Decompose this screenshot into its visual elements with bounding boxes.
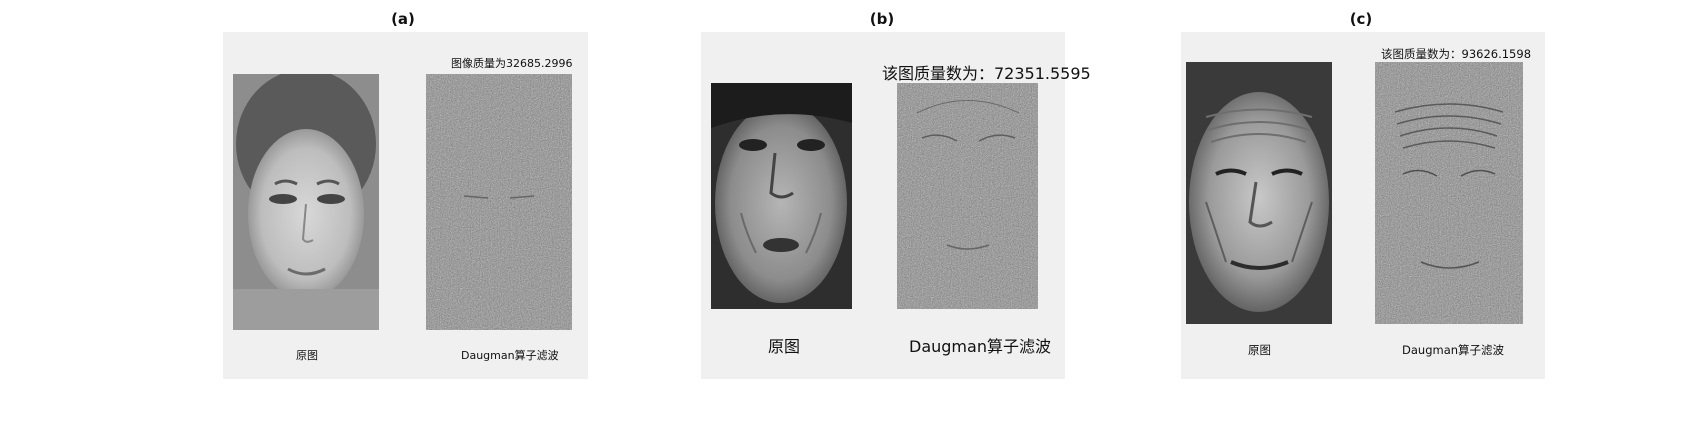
panel-b-left-caption: 原图 [768, 337, 801, 356]
panel-c-filtered-image [1375, 62, 1523, 324]
panel-c-title: (c) [1349, 10, 1373, 28]
panel-b-quality-text: 该图质量数为：72351.5595 [882, 64, 1091, 83]
panel-a-original-image [233, 74, 379, 330]
panel-c-original-image [1186, 62, 1332, 324]
panel-a-quality-text: 图像质量为32685.2996 [451, 57, 573, 70]
panel-a-right-caption: Daugman算子滤波 [461, 349, 559, 362]
panel-b-filtered-image [897, 83, 1038, 309]
panel-a-filtered-image [426, 74, 572, 330]
panel-c-quality-text: 该图质量数为：93626.1598 [1381, 47, 1532, 61]
panel-c: 该图质量数为：93626.1598 原图 Daugman算子滤波 [1181, 32, 1545, 379]
panel-b: 该图质量数为：72351.5595 原图 Daugman算子滤波 [701, 32, 1091, 379]
panel-a-title: (a) [391, 10, 415, 28]
panel-b-right-caption: Daugman算子滤波 [909, 337, 1051, 356]
panel-c-right-caption: Daugman算子滤波 [1402, 343, 1505, 357]
panel-b-title: (b) [869, 10, 895, 28]
panel-a: 图像质量为32685.2996 原图 Daugman算子滤波 [223, 32, 588, 379]
panel-c-left-caption: 原图 [1248, 343, 1271, 357]
panel-b-original-image [711, 83, 852, 309]
panel-a-left-caption: 原图 [296, 349, 318, 362]
